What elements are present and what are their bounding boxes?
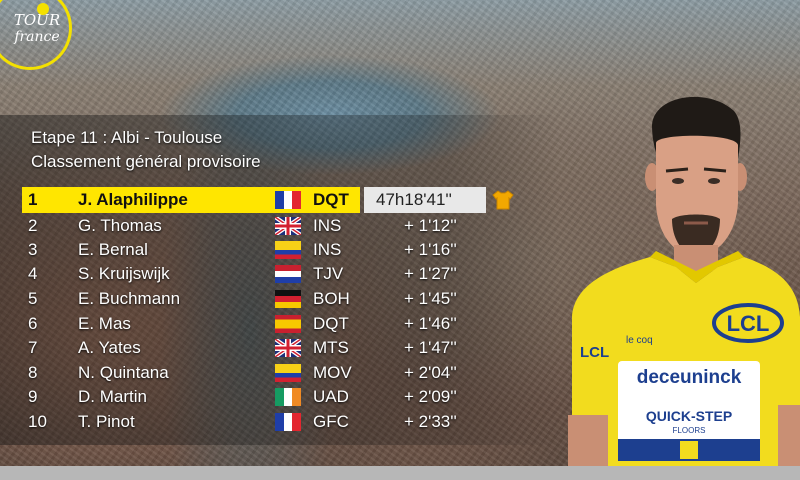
bottom-band — [0, 466, 800, 480]
france-flag-icon — [275, 413, 301, 431]
rank-number: 4 — [28, 264, 38, 283]
time-gap: + 2'33'' — [404, 412, 457, 431]
rider-name: D. Martin — [78, 387, 147, 406]
standings-row: 2 G. Thomas INS + 1'12'' — [22, 214, 520, 238]
standings-row: 6 E. Mas DQT + 1'46'' — [22, 312, 520, 336]
rank-number: 3 — [28, 240, 38, 259]
team-code: TJV — [313, 264, 344, 283]
rank-number: 1 — [28, 190, 38, 209]
standings-row: 10 T. Pinot GFC + 2'33'' — [22, 410, 520, 434]
tour-de-france-logo: TOUR france — [0, 0, 72, 70]
colombia-flag-icon — [275, 241, 301, 259]
time-gap: + 1'12'' — [404, 216, 457, 235]
time-gap: + 1'45'' — [404, 289, 457, 308]
rider-name: S. Kruijswijk — [78, 264, 170, 283]
svg-text:QUICK-STEP: QUICK-STEP — [646, 408, 732, 424]
time-gap: + 1'46'' — [404, 314, 457, 333]
leader-time-box — [364, 187, 486, 213]
rider-name: N. Quintana — [78, 363, 169, 382]
team-code: GFC — [313, 412, 349, 431]
rank-number: 7 — [28, 338, 38, 357]
ireland-flag-icon — [275, 388, 301, 406]
leader-row: 1 J. Alaphilippe DQT 47h18'41'' — [22, 187, 520, 213]
yellow-jersey-icon — [492, 190, 514, 217]
united-kingdom-flag-icon — [275, 339, 301, 357]
rider-portrait: LCL LCL le coq deceuninck QUICK-STEP FLO… — [568, 96, 800, 468]
germany-flag-icon — [275, 290, 301, 308]
time-gap: + 1'16'' — [404, 240, 457, 259]
standings-row: 7 A. Yates MTS + 1'47'' — [22, 336, 520, 360]
rider-name: A. Yates — [78, 338, 141, 357]
time-gap: + 2'09'' — [404, 387, 457, 406]
team-code: INS — [313, 216, 342, 235]
standings-row: 4 S. Kruijswijk TJV + 1'27'' — [22, 262, 520, 286]
team-code: MTS — [313, 338, 349, 357]
svg-text:deceuninck: deceuninck — [637, 367, 742, 388]
svg-text:le coq: le coq — [626, 335, 653, 346]
rider-name: T. Pinot — [78, 412, 135, 431]
team-code: DQT — [313, 190, 349, 209]
time-gap: + 1'47'' — [404, 338, 457, 357]
logo-sun-icon — [37, 3, 49, 15]
france-flag-icon — [275, 191, 301, 209]
rider-name: E. Mas — [78, 314, 131, 333]
time-gap: + 2'04'' — [404, 363, 457, 382]
svg-text:LCL: LCL — [727, 311, 770, 336]
logo-line-2: france — [14, 28, 60, 45]
time-gap: + 1'27'' — [404, 264, 457, 283]
rank-number: 6 — [28, 314, 38, 333]
rider-name: E. Bernal — [78, 240, 148, 259]
rank-number: 8 — [28, 363, 38, 382]
stage-subtitle: Classement général provisoire — [31, 152, 261, 171]
netherlands-flag-icon — [275, 265, 301, 283]
stage-title: Etape 11 : Albi - Toulouse — [31, 128, 223, 147]
svg-text:FLOORS: FLOORS — [673, 426, 706, 435]
team-code: INS — [313, 240, 342, 259]
spain-flag-icon — [275, 315, 301, 333]
standings-row: 8 N. Quintana MOV + 2'04'' — [22, 361, 520, 385]
standings-row: 3 E. Bernal INS + 1'16'' — [22, 238, 520, 262]
rank-number: 9 — [28, 387, 38, 406]
rank-number: 5 — [28, 289, 38, 308]
rider-name: G. Thomas — [78, 216, 162, 235]
colombia-flag-icon — [275, 364, 301, 382]
team-code: BOH — [313, 289, 350, 308]
leader-highlight-bar — [22, 187, 360, 213]
team-code: DQT — [313, 314, 349, 333]
rider-name: E. Buchmann — [78, 289, 181, 308]
standings-row: 5 E. Buchmann BOH + 1'45'' — [22, 287, 520, 311]
team-code: MOV — [313, 363, 352, 382]
leader-total-time: 47h18'41'' — [376, 190, 452, 209]
united-kingdom-flag-icon — [275, 217, 301, 235]
rank-number: 2 — [28, 216, 38, 235]
logo-line-1: TOUR — [13, 10, 61, 29]
rider-name: J. Alaphilippe — [78, 190, 188, 209]
rank-number: 10 — [28, 412, 47, 431]
standings-row: 9 D. Martin UAD + 2'09'' — [22, 385, 520, 409]
team-code: UAD — [313, 387, 349, 406]
svg-text:LCL: LCL — [580, 344, 609, 361]
